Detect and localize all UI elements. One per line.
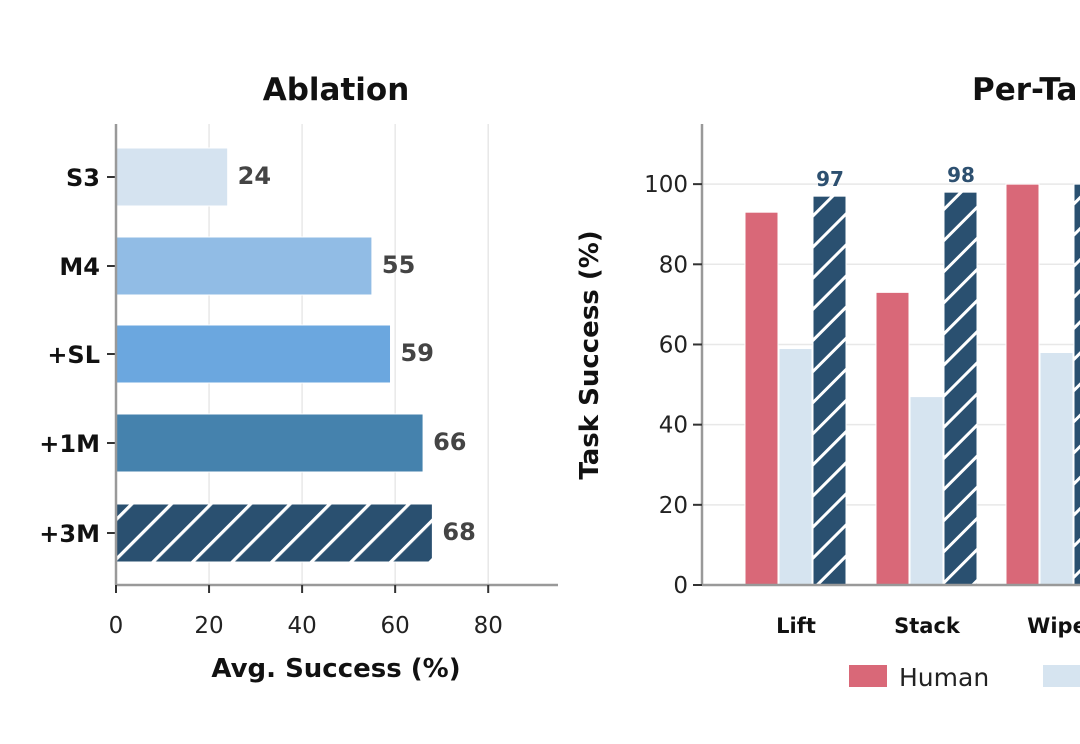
per-task-top-labels: 97981 <box>816 163 975 191</box>
per-task-ytick-label-60: 60 <box>659 332 688 358</box>
per-task-category-label-lift: Lift <box>776 614 816 638</box>
ablation-value-labels: 24 55 59 66 68 <box>238 162 476 546</box>
ablation-bar-1m <box>115 413 424 473</box>
legend-swatch-light <box>1043 665 1080 687</box>
ablation-bar-s3 <box>115 147 229 207</box>
per-task-ytick-label-100: 100 <box>644 172 688 198</box>
ablation-category-label-m4: M4 <box>59 253 100 281</box>
ablation-chart: Ablation S3 M4 +SL +1M +3M 24 55 59 66 68 0 20 40 6… <box>39 72 558 684</box>
ablation-xtick-label-40: 40 <box>287 613 316 639</box>
ablation-value-label-s3: 24 <box>238 162 271 190</box>
ablation-bars <box>115 147 433 563</box>
per-task-bar-wipe-ours <box>1073 183 1080 586</box>
per-task-category-label-wipe: Wipe <box>1027 614 1080 638</box>
ablation-value-label-1m: 66 <box>433 428 466 456</box>
per-task-top-label-stack: 98 <box>947 163 975 187</box>
per-task-bar-lift-ours <box>812 195 847 586</box>
per-task-ytick-label-0: 0 <box>673 573 688 599</box>
per-task-title: Per-Ta <box>972 72 1077 108</box>
ablation-bar-m4 <box>115 236 373 296</box>
per-task-category-label-stack: Stack <box>894 614 961 638</box>
ablation-value-label-3m: 68 <box>442 518 475 546</box>
per-task-category-labels: Lift Stack Wipe <box>776 614 1080 638</box>
ablation-xtick-label-20: 20 <box>194 613 223 639</box>
ablation-title: Ablation <box>263 72 410 108</box>
ablation-category-label-sl: +SL <box>47 341 100 369</box>
ablation-category-label-3m: +3M <box>39 520 100 548</box>
per-task-bar-stack-human <box>875 291 910 586</box>
ablation-x-axis-label: Avg. Success (%) <box>211 654 460 684</box>
ablation-bar-3m <box>115 503 433 563</box>
ablation-xtick-label-0: 0 <box>109 613 124 639</box>
ablation-value-label-m4: 55 <box>382 251 415 279</box>
per-task-y-ticks: 0 20 40 60 80 100 <box>644 172 702 599</box>
legend-swatch-human <box>849 665 887 687</box>
ablation-bar-sl <box>115 324 392 384</box>
ablation-axes <box>114 124 558 587</box>
per-task-top-label-lift: 97 <box>816 167 844 191</box>
per-task-bar-lift-human <box>744 211 779 586</box>
legend-label-human: Human <box>899 663 989 692</box>
per-task-axes <box>700 124 1080 587</box>
ablation-category-label-1m: +1M <box>39 430 100 458</box>
per-task-bar-wipe-human <box>1005 183 1040 586</box>
per-task-bar-wipe-light <box>1039 351 1074 586</box>
ablation-x-ticks: 0 20 40 60 80 <box>109 585 503 639</box>
per-task-ytick-label-20: 20 <box>659 493 688 519</box>
ablation-xtick-label-80: 80 <box>474 613 503 639</box>
per-task-y-axis-label: Task Success (%) <box>575 230 605 479</box>
per-task-ytick-label-80: 80 <box>659 252 688 278</box>
per-task-bar-stack-ours <box>943 191 978 586</box>
ablation-value-label-sl: 59 <box>401 339 434 367</box>
ablation-category-labels: S3 M4 +SL +1M +3M <box>39 164 116 548</box>
per-task-ytick-label-40: 40 <box>659 413 688 439</box>
ablation-category-label-s3: S3 <box>66 164 100 192</box>
ablation-xtick-label-60: 60 <box>381 613 410 639</box>
per-task-legend: Human <box>849 663 1080 692</box>
per-task-bars <box>744 183 1080 586</box>
per-task-bar-stack-light <box>909 396 944 586</box>
per-task-bar-lift-light <box>778 347 813 586</box>
